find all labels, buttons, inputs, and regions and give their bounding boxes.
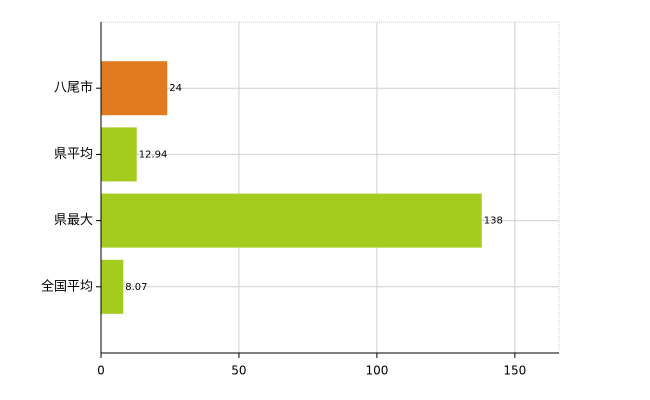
bar: [101, 259, 124, 314]
x-tick-label: 50: [231, 364, 246, 378]
value-label: 24: [169, 83, 182, 94]
y-tick-label: 全国平均: [41, 278, 93, 294]
y-tick-label: 県平均: [54, 147, 93, 162]
value-label: 138: [484, 216, 503, 227]
value-label: 12.94: [139, 149, 168, 160]
bar: [101, 61, 168, 116]
bar: [101, 193, 482, 248]
value-label: 8.07: [125, 282, 147, 293]
x-tick-label: 100: [365, 364, 388, 378]
y-tick-label: 県最大: [54, 213, 93, 228]
y-tick-label: 八尾市: [54, 80, 93, 96]
x-tick-label: 150: [503, 364, 526, 378]
bar: [101, 127, 137, 182]
x-tick-label: 0: [97, 364, 105, 378]
